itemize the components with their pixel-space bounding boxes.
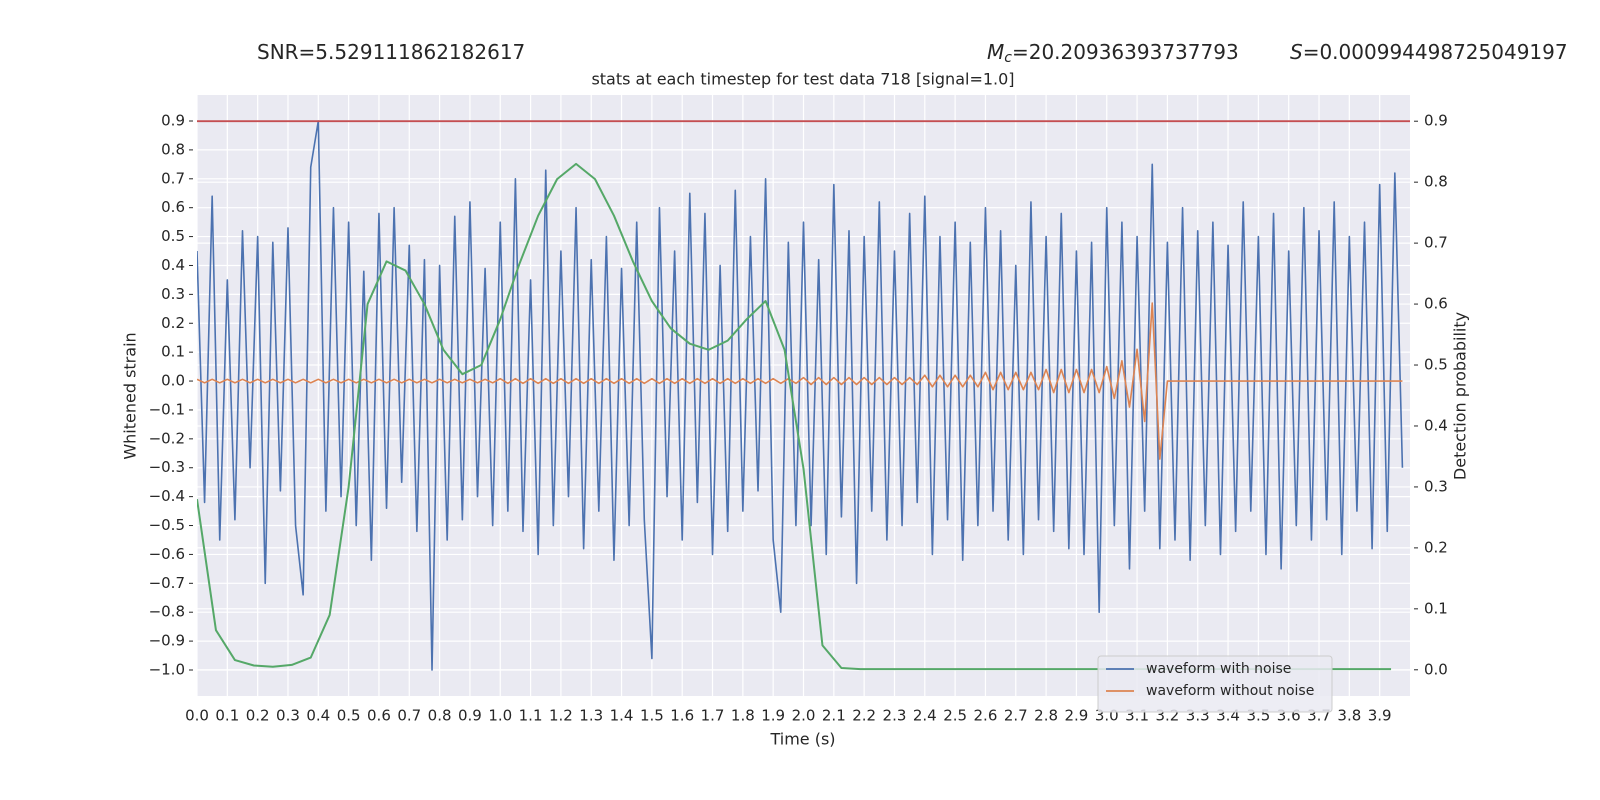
x-tick-label: 1.0 — [488, 707, 512, 725]
y-tick-label: −0.6 — [149, 545, 185, 563]
y2-tick-label: 0.7 — [1424, 234, 1448, 252]
series-line — [197, 120, 1404, 671]
x-tick-label: 2.9 — [1064, 707, 1088, 725]
y-tick-label: 0.7 — [161, 169, 185, 187]
x-tick-label: 2.3 — [883, 707, 907, 725]
stat-symbol: M — [987, 40, 1004, 64]
stat-text: =0.000994498725049197 — [1303, 40, 1568, 64]
x-tick-label: 0.4 — [306, 707, 330, 725]
x-tick-label: 1.4 — [610, 707, 634, 725]
stat-symbol: S — [1290, 40, 1303, 64]
y-tick-label: 0.8 — [161, 140, 185, 158]
y2-tick-label: 0.4 — [1424, 416, 1448, 434]
x-tick-label: 0.8 — [428, 707, 452, 725]
y-tick-label: −0.3 — [149, 458, 185, 476]
y2-tick-label: 0.0 — [1424, 660, 1448, 678]
x-tick-label: 3.8 — [1337, 707, 1361, 725]
y-tick-label: −1.0 — [149, 660, 185, 678]
x-tick-label: 2.5 — [943, 707, 967, 725]
y2-tick-label: 0.9 — [1424, 112, 1448, 130]
x-tick-label: 3.9 — [1368, 707, 1392, 725]
x-tick-label: 1.5 — [640, 707, 664, 725]
header-stat: S=0.000994498725049197 — [1290, 40, 1568, 64]
stat-text: SNR=5.529111862182617 — [257, 40, 525, 64]
header-stat: Mc=20.20936393737793 — [987, 40, 1239, 67]
x-tick-label: 1.3 — [579, 707, 603, 725]
legend: waveform with noise waveform without nois… — [1097, 655, 1333, 713]
legend-label: waveform with noise — [1146, 661, 1291, 677]
y-tick-label: 0.9 — [161, 112, 185, 130]
y-tick-label: −0.2 — [149, 429, 185, 447]
x-tick-label: 0.3 — [276, 707, 300, 725]
y-tick-label: −0.9 — [149, 632, 185, 650]
y-tick-label: 0.5 — [161, 227, 185, 245]
grid — [196, 95, 1410, 696]
x-tick-label: 2.0 — [792, 707, 816, 725]
chart-title: stats at each timestep for test data 718… — [591, 70, 1014, 89]
y-tick-label: −0.7 — [149, 574, 185, 592]
x-tick-label: 2.1 — [822, 707, 846, 725]
x-tick-label: 2.7 — [1004, 707, 1028, 725]
x-tick-label: 0.2 — [246, 707, 270, 725]
y2-tick-label: 0.3 — [1424, 477, 1448, 495]
y-tick-label: −0.5 — [149, 516, 185, 534]
x-tick-label: 1.1 — [519, 707, 543, 725]
y-tick-label: 0.6 — [161, 198, 185, 216]
x-tick-label: 2.4 — [913, 707, 937, 725]
y2-axis-label: Detection probability — [1451, 312, 1470, 480]
x-tick-label: 1.7 — [701, 707, 725, 725]
y-tick-label: −0.1 — [149, 400, 185, 418]
y-tick-label: 0.0 — [161, 372, 185, 390]
x-tick-label: 2.6 — [974, 707, 998, 725]
y-tick-label: 0.1 — [161, 343, 185, 361]
y-tick-label: 0.2 — [161, 314, 185, 332]
series-line — [197, 302, 1403, 460]
legend-box — [1097, 655, 1333, 713]
legend-label: waveform without noise — [1146, 683, 1314, 699]
x-tick-label: 2.8 — [1034, 707, 1058, 725]
y-axis-label: Whitened strain — [121, 332, 140, 459]
x-axis-label: Time (s) — [769, 730, 835, 749]
y2-tick-label: 0.5 — [1424, 356, 1448, 374]
x-tick-label: 1.8 — [731, 707, 755, 725]
x-tick-label: 0.1 — [215, 707, 239, 725]
stat-subscript: c — [1004, 50, 1012, 66]
y-tick-label: −0.8 — [149, 603, 185, 621]
x-tick-label: 1.2 — [549, 707, 573, 725]
y2-tick-label: 0.8 — [1424, 173, 1448, 191]
x-tick-label: 0.6 — [367, 707, 391, 725]
x-tick-label: 0.7 — [397, 707, 421, 725]
y-tick-label: 0.4 — [161, 256, 185, 274]
x-tick-label: 0.9 — [458, 707, 482, 725]
x-tick-label: 1.6 — [670, 707, 694, 725]
stat-text: =20.20936393737793 — [1012, 40, 1239, 64]
header-stat: SNR=5.529111862182617 — [257, 40, 525, 64]
y2-tick-label: 0.2 — [1424, 538, 1448, 556]
y2-tick-label: 0.6 — [1424, 295, 1448, 313]
y-tick-label: 0.3 — [161, 285, 185, 303]
y-tick-label: −0.4 — [149, 487, 185, 505]
plot-data — [197, 120, 1410, 671]
x-tick-label: 0.5 — [337, 707, 361, 725]
y2-tick-label: 0.1 — [1424, 599, 1448, 617]
x-tick-label: 2.2 — [852, 707, 876, 725]
x-tick-label: 1.9 — [761, 707, 785, 725]
x-tick-label: 0.0 — [185, 707, 209, 725]
